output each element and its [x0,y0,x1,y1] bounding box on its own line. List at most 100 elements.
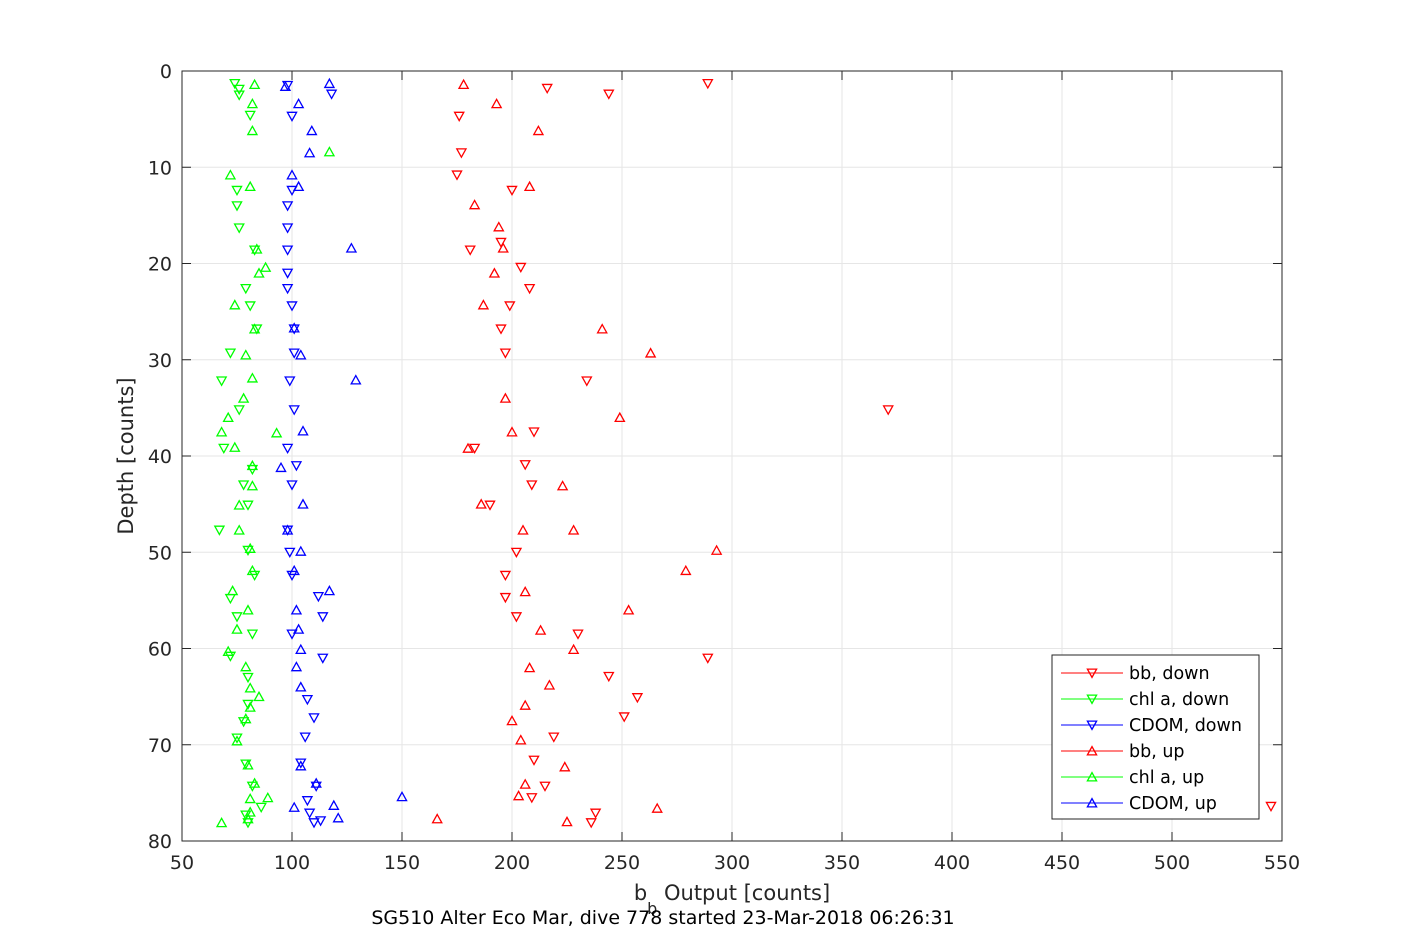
point-chl-a-down [233,90,245,101]
legend-label: CDOM, up [1129,794,1217,814]
point-chl-a-down [242,500,254,511]
point-chl-a-down [213,525,226,536]
point-chl-a-down [233,84,245,95]
y-tick-label: 80 [148,831,172,853]
y-tick-label: 20 [148,254,172,276]
point-chl-a-down [215,376,228,387]
x-axis-title: bb Output [counts] [634,881,830,918]
point-cdom-up [288,564,300,576]
point-cdom-down [295,758,307,769]
point-bb-up [515,734,527,745]
point-cdom-up [292,623,305,634]
point-cdom-up [275,461,287,473]
point-cdom-down [317,612,329,623]
point-bb-down [526,793,538,804]
point-cdom-down [281,80,294,92]
point-chl-a-up [246,372,259,383]
point-cdom-down [286,480,298,491]
point-bb-up [710,544,723,555]
point-bb-up [519,586,531,597]
point-chl-a-down [233,223,245,234]
point-bb-down [603,671,615,683]
legend-items: bb, down chl a, down CDOM, down bb, up chl a… [1061,664,1242,814]
point-cdom-up [297,425,309,436]
point-chl-a-down [233,405,245,416]
point-bb-up [519,778,531,789]
point-chl-a-down [242,672,254,684]
point-bb-up [532,124,545,136]
point-bb-down [603,89,615,100]
point-chl-a-up [244,792,256,804]
point-chl-a-up [242,813,254,824]
point-bb-up [506,714,518,726]
point-cdom-up [332,812,344,823]
point-bb-down [464,245,476,256]
point-chl-a-up [231,623,243,634]
point-cdom-down [286,629,298,640]
point-cdom-down [308,713,320,724]
point-bb-up [517,524,529,535]
point-chl-a-up [240,661,252,672]
y-tick-label: 70 [148,735,172,757]
point-cdom-down [281,201,294,212]
point-bb-down [495,324,507,335]
point-cdom-up [328,799,340,810]
point-chl-a-up [242,604,254,615]
point-cdom-up [288,322,300,333]
point-chl-a-up [231,735,243,746]
point-cdom-down [312,591,325,603]
point-bb-down [528,755,540,766]
point-chl-a-down [255,802,267,814]
point-chl-a-up [248,777,261,788]
point-chl-a-up [229,441,241,452]
x-tick-label: 150 [384,852,420,874]
point-chl-a-up [270,427,283,438]
point-cdom-down [299,732,311,743]
point-bb-down [510,612,523,623]
point-chl-a-up [240,349,252,360]
point-chl-a-up [246,124,259,136]
point-bb-up [651,802,663,813]
point-cdom-up [323,77,336,89]
point-bb-up [644,347,657,358]
x-tick-label: 500 [1154,852,1190,874]
y-tick-label: 40 [148,446,172,468]
point-bb-down [453,111,465,122]
point-cdom-down [284,376,296,387]
legend-marker [1086,668,1098,679]
point-cdom-up [350,374,362,385]
point-chl-a-down [224,593,237,605]
point-chl-a-down [248,570,261,582]
point-chl-a-up [259,261,272,272]
point-chl-a-down [240,283,252,295]
point-bb-down [526,480,538,491]
point-bb-up [596,323,608,334]
y-axis-title: Depth [counts] [114,377,138,534]
point-bb-down [539,781,551,792]
point-cdom-up [323,585,336,596]
point-cdom-up [295,681,307,692]
point-bb-down [581,376,593,387]
point-cdom-down [301,694,314,706]
point-cdom-up [310,777,322,788]
point-bb-up [497,242,509,253]
point-bb-up [523,180,536,192]
point-bb-up [488,267,501,278]
point-bb-down [499,592,512,604]
legend-marker [1086,694,1098,705]
x-tick-label: 450 [1044,852,1080,874]
x-tick-label: 300 [714,852,750,874]
point-chl-a-up [244,682,256,693]
point-chl-a-down [231,185,243,197]
point-chl-a-down [218,443,230,455]
data-points [213,77,1277,829]
point-bb-down [499,570,512,582]
point-bb-up [680,564,692,576]
point-bb-up [534,624,547,635]
point-chl-a-down [244,110,256,121]
point-cdom-down [317,653,329,664]
point-bb-down [499,348,512,359]
point-bb-up [512,790,525,801]
x-tick-label: 250 [604,852,640,874]
